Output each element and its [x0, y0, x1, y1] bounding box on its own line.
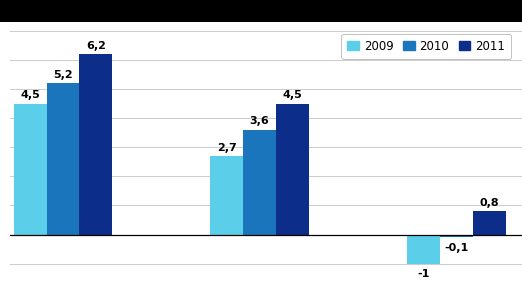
Bar: [243, 130, 276, 235]
Text: 3,6: 3,6: [250, 116, 269, 126]
Text: 4,5: 4,5: [20, 90, 40, 100]
Legend: 2009, 2010, 2011: 2009, 2010, 2011: [341, 34, 511, 58]
Text: 4,5: 4,5: [282, 90, 302, 100]
Text: -0,1: -0,1: [444, 243, 469, 253]
Bar: [473, 211, 506, 235]
Text: 6,2: 6,2: [86, 41, 105, 51]
Bar: [79, 54, 112, 235]
Bar: [440, 235, 473, 237]
Bar: [210, 156, 243, 235]
Bar: [14, 104, 46, 235]
Bar: [407, 235, 440, 264]
Text: 2,7: 2,7: [217, 142, 237, 153]
Bar: [276, 104, 309, 235]
Text: 0,8: 0,8: [479, 198, 499, 208]
Text: -1: -1: [418, 269, 430, 279]
Text: 5,2: 5,2: [53, 70, 73, 80]
Bar: [46, 83, 79, 235]
